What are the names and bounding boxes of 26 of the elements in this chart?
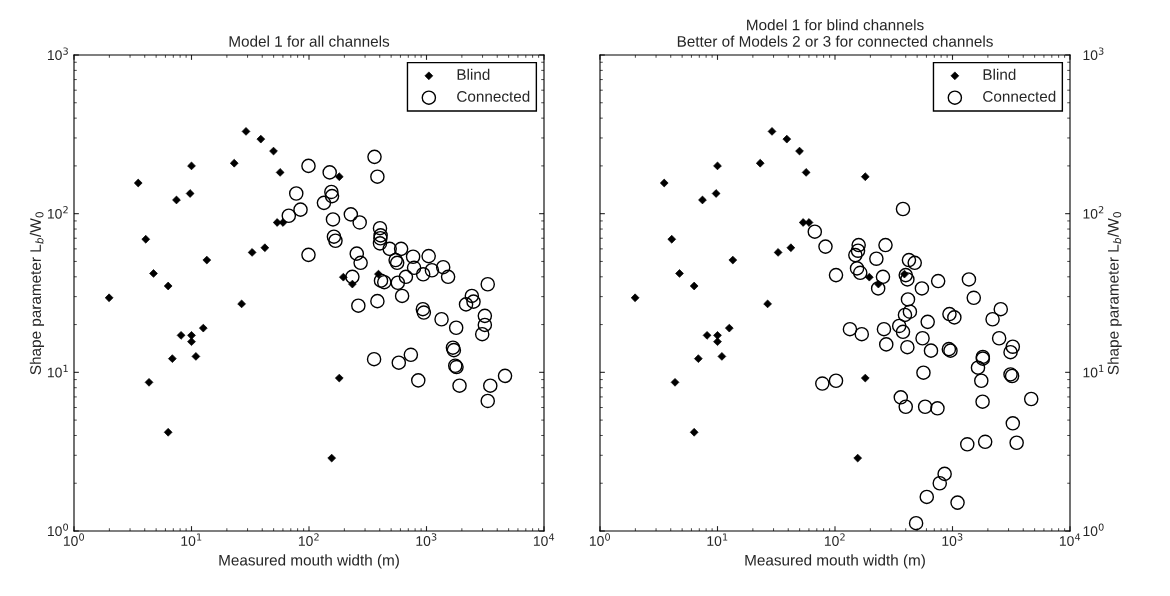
y-tick-label: 10$^{0}$ — [1083, 523, 1104, 537]
x-tick-label: 10$^{3}$ — [416, 533, 437, 546]
chart-title: Model 1 for all channels — [229, 35, 390, 47]
x-tick-label: 10$^{2}$ — [298, 533, 319, 546]
y-tick-label: 10$^{1}$ — [1083, 364, 1104, 378]
legend-label: Connected — [457, 90, 530, 102]
x-tick-label: 10$^{1}$ — [707, 533, 728, 546]
legend-label: Blind — [457, 68, 490, 80]
legend-label: Connected — [983, 90, 1056, 102]
chart-title: Model 1 for blind channels Better of Models 2 or 3 for connected channels — [677, 19, 993, 47]
x-tick-label: 10$^{1}$ — [181, 533, 202, 546]
y-tick-label: 10$^{3}$ — [47, 47, 68, 61]
x-tick-label: 10$^{3}$ — [942, 533, 963, 546]
x-axis-title: Measured mouth width (m) — [219, 554, 399, 569]
x-tick-label: 10$^{2}$ — [824, 533, 845, 546]
y-tick-label: 10$^{2}$ — [47, 206, 68, 219]
y-tick-label: 10$^{1}$ — [47, 364, 68, 378]
legend-label: Blind — [983, 68, 1016, 80]
y-tick-label: 10$^{3}$ — [1083, 47, 1104, 61]
x-tick-label: 10$^{4}$ — [533, 533, 555, 546]
y-tick-label: 10$^{2}$ — [1083, 206, 1104, 219]
x-axis-title: Measured mouth width (m) — [745, 554, 925, 569]
y-axis-title: Shape parameter L$_{b}$/W$_{0}$ — [29, 212, 45, 375]
y-axis-title: Shape parameter L$_{b}$/W$_{0}$ — [1107, 212, 1122, 375]
x-tick-label: 10$^{0}$ — [589, 533, 611, 546]
x-tick-label: 10$^{4}$ — [1059, 533, 1081, 546]
